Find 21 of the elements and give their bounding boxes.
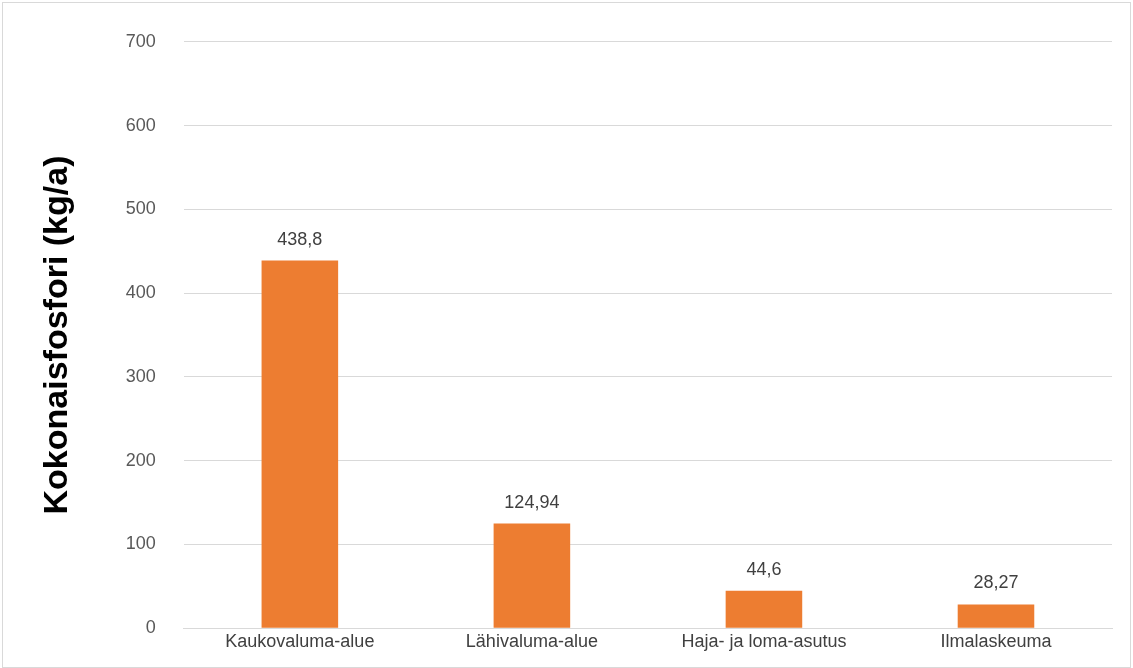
- x-tick-label: Ilmalaskeuma: [940, 630, 1053, 651]
- bar: [261, 260, 339, 628]
- y-tick-label: 700: [125, 30, 156, 51]
- data-label: 438,8: [277, 228, 323, 249]
- x-tick-label: Lähivaluma-alue: [465, 630, 598, 651]
- data-label: 124,94: [504, 491, 560, 512]
- y-tick-label: 600: [125, 114, 156, 135]
- data-label: 28,27: [973, 572, 1019, 593]
- data-label: 44,6: [746, 558, 782, 579]
- x-tick-label: Haja- ja loma-asutus: [681, 630, 847, 651]
- y-tick-label: 300: [125, 365, 156, 386]
- bar: [957, 604, 1035, 628]
- y-tick-label: 500: [125, 198, 156, 219]
- y-tick-label: 0: [145, 617, 156, 638]
- y-tick-label: 200: [125, 449, 156, 470]
- bar: [725, 590, 803, 628]
- y-tick-label: 400: [125, 282, 156, 303]
- x-tick-label: Kaukovaluma-alue: [225, 630, 375, 651]
- y-axis-title: Kokonaisfosfori (kg/a): [35, 155, 74, 515]
- bar: [493, 523, 571, 628]
- y-tick-label: 100: [125, 533, 156, 554]
